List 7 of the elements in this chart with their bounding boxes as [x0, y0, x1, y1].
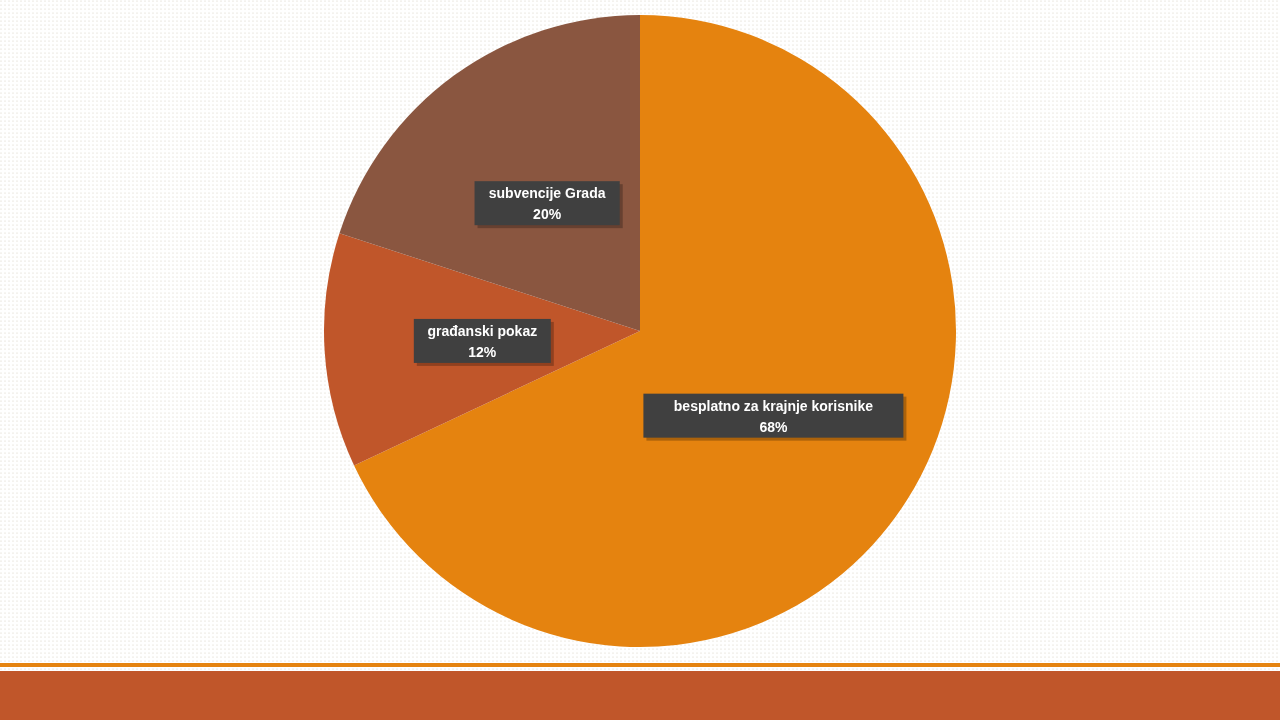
slice-label: besplatno za krajnje korisnike [673, 397, 874, 414]
data-label: 12% [468, 343, 497, 360]
slice-label: subvencije Grada [488, 185, 606, 202]
data-label: 68% [759, 418, 788, 435]
pie-slice [354, 15, 956, 647]
slice-label: građanski pokaz [427, 322, 538, 339]
data-label: 20% [533, 206, 562, 223]
